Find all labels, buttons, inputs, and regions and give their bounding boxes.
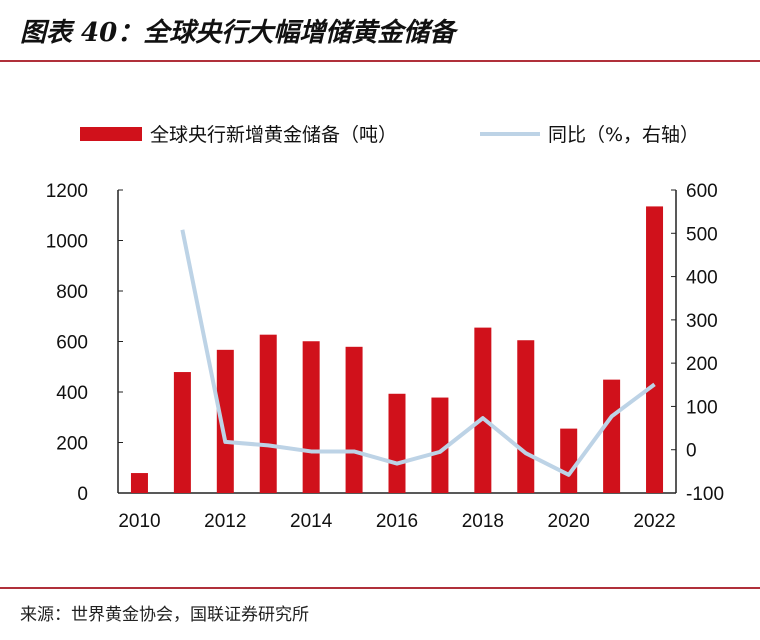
x-tick-label: 2018 (462, 511, 504, 532)
right-tick-label: 100 (686, 397, 718, 418)
bar-2018 (474, 327, 492, 493)
bar-2010 (130, 473, 148, 493)
bar-2014 (302, 341, 320, 493)
left-tick-label: 800 (56, 282, 88, 303)
bar-2021 (603, 379, 621, 493)
right-tick-label: 200 (686, 354, 718, 375)
bar-2015 (345, 346, 363, 493)
bar-2017 (431, 397, 449, 493)
legend-bar-swatch (80, 127, 142, 141)
left-tick-label: 200 (56, 434, 88, 455)
bar-2020 (560, 428, 578, 493)
x-tick-label: 2010 (118, 511, 160, 532)
left-tick-label: 1200 (46, 181, 88, 202)
left-tick-label: 1000 (46, 232, 88, 253)
right-tick-label: 0 (686, 441, 697, 462)
left-tick-label: 400 (56, 383, 88, 404)
right-tick-label: 300 (686, 311, 718, 332)
bar-2019 (517, 340, 535, 493)
bar-2022 (646, 206, 664, 493)
bar-2016 (388, 393, 406, 493)
legend: 全球央行新增黄金储备（吨） 同比（%，右轴） (80, 124, 699, 146)
legend-bar-label: 全球央行新增黄金储备（吨） (150, 124, 397, 146)
bar-2011 (173, 372, 191, 493)
right-tick-label: 400 (686, 268, 718, 289)
legend-line-label: 同比（%，右轴） (548, 124, 699, 146)
source-divider (0, 587, 760, 589)
x-tick-label: 2020 (548, 511, 590, 532)
bar-2012 (216, 349, 234, 493)
left-tick-label: 0 (77, 484, 88, 505)
title-divider (0, 60, 760, 62)
x-tick-label: 2012 (204, 511, 246, 532)
x-tick-label: 2022 (633, 511, 675, 532)
bar-2013 (259, 334, 277, 493)
yoy-line (180, 229, 656, 477)
right-tick-label: 600 (686, 181, 718, 202)
right-tick-label: -100 (686, 484, 724, 505)
chart: 全球央行新增黄金储备（吨） 同比（%，右轴） 02004006008001000… (46, 124, 724, 532)
right-tick-label: 500 (686, 224, 718, 245)
x-tick-label: 2014 (290, 511, 333, 532)
x-tick-label: 2016 (376, 511, 418, 532)
chart-title: 图表 40：全球央行大幅增储黄金储备 (20, 18, 456, 48)
source-note: 来源：世界黄金协会，国联证券研究所 (20, 605, 309, 625)
left-tick-label: 600 (56, 333, 88, 354)
